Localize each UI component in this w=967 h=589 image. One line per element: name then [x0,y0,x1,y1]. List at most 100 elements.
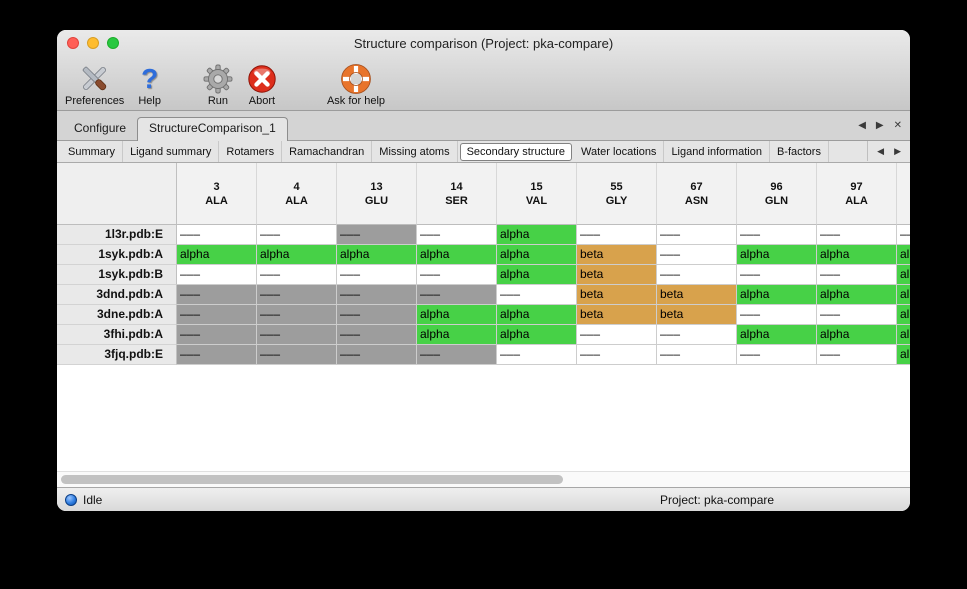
table-cell-beta[interactable]: beta [577,305,657,325]
table-cell-none[interactable]: ––– [577,225,657,245]
table-cell-none[interactable]: ––– [817,345,897,365]
table-cell-gap[interactable]: ––– [337,285,417,305]
table-cell-none[interactable]: ––– [897,225,910,245]
table-cell-alpha[interactable]: alpha [737,245,817,265]
table-cell-none[interactable]: ––– [257,225,337,245]
tab-structurecomparison-1[interactable]: StructureComparison_1 [137,117,288,141]
table-cell-none[interactable]: ––– [817,305,897,325]
table-cell-alpha[interactable]: alpha [737,325,817,345]
table-cell-none[interactable]: ––– [737,225,817,245]
toolbar-button-ask-for-help[interactable]: Ask for help [327,62,385,107]
subtab-scroll-right-icon[interactable]: ▶ [894,145,901,156]
subtab-ramachandran[interactable]: Ramachandran [282,141,373,162]
table-cell-gap[interactable]: ––– [257,345,337,365]
table-cell-gap[interactable]: ––– [337,345,417,365]
table-cell-none[interactable]: ––– [417,265,497,285]
tab-configure[interactable]: Configure [74,121,127,135]
toolbar-button-help[interactable]: ? Help [138,62,161,107]
table-cell-none[interactable]: ––– [657,245,737,265]
table-cell-none[interactable]: ––– [817,265,897,285]
table-cell-none[interactable]: ––– [337,265,417,285]
horizontal-scrollbar-handle[interactable] [61,475,563,484]
table-cell-alpha[interactable]: alpha [417,305,497,325]
table-cell-alpha[interactable]: alpha [177,245,257,265]
table-cell-alpha[interactable]: alpha [897,305,910,325]
title-bar[interactable]: Structure comparison (Project: pka-compa… [57,30,910,56]
table-cell-alpha[interactable]: alpha [337,245,417,265]
table-cell-gap[interactable]: ––– [337,325,417,345]
table-cell-alpha[interactable]: alpha [497,265,577,285]
table-cell-alpha[interactable]: alpha [417,325,497,345]
subtab-water-locations[interactable]: Water locations [574,141,665,162]
subtab-ligand-summary[interactable]: Ligand summary [123,141,220,162]
table-cell-none[interactable]: ––– [657,265,737,285]
toolbar-button-run[interactable]: Run [203,62,233,107]
table-cell-beta[interactable]: beta [657,285,737,305]
subtab-ligand-information[interactable]: Ligand information [664,141,770,162]
subtab-secondary-structure[interactable]: Secondary structure [459,142,573,161]
table-cell-alpha[interactable]: alpha [497,305,577,325]
tab-scroll-right-icon[interactable]: ▶ [875,120,884,131]
table-cell-gap[interactable]: ––– [337,225,417,245]
table-cell-alpha[interactable]: alpha [497,225,577,245]
tab-close-icon[interactable]: ✕ [893,120,902,131]
table-cell-alpha[interactable]: alpha [737,285,817,305]
table-cell-beta[interactable]: beta [577,265,657,285]
table-cell-gap[interactable]: ––– [257,285,337,305]
table-cell-beta[interactable]: beta [577,285,657,305]
table-cell-alpha[interactable]: alpha [897,245,910,265]
toolbar-button-preferences[interactable]: Preferences [65,62,124,107]
table-cell-none[interactable]: ––– [657,225,737,245]
subtab-rotamers[interactable]: Rotamers [219,141,283,162]
table-cell-alpha[interactable]: alpha [897,265,910,285]
table-cell-alpha[interactable]: alpha [497,325,577,345]
table-cell-gap[interactable]: ––– [417,345,497,365]
table-cell-none[interactable]: ––– [577,325,657,345]
table-cell-none[interactable]: ––– [497,345,577,365]
column-header: 4 ALA [257,163,337,225]
toolbar-button-abort[interactable]: Abort [247,62,277,107]
table-row: 1syk.pdb:A alpha alpha alpha alpha alpha beta –… [57,245,910,265]
table-cell-none[interactable]: ––– [737,265,817,285]
table-cell-alpha[interactable]: alpha [257,245,337,265]
table-cell-alpha[interactable]: alpha [817,325,897,345]
subtab-scroll-left-icon[interactable]: ◀ [877,145,885,156]
table-cell-gap[interactable]: ––– [337,305,417,325]
table-cell-none[interactable]: ––– [737,345,817,365]
table-cell-gap[interactable]: ––– [177,345,257,365]
subtab-summary[interactable]: Summary [61,141,124,162]
zoom-window-button[interactable] [107,37,119,49]
table-cell-gap[interactable]: ––– [177,325,257,345]
table-cell-beta[interactable]: beta [657,305,737,325]
status-text: Idle [83,492,103,507]
table-cell-none[interactable]: ––– [497,285,577,305]
subtab-b-factors[interactable]: B-factors [770,141,829,162]
subtab-missing-atoms[interactable]: Missing atoms [372,141,458,162]
table-cell-alpha[interactable]: alpha [897,345,910,365]
table-cell-alpha[interactable]: alpha [817,285,897,305]
table-cell-none[interactable]: ––– [577,345,657,365]
table-cell-none[interactable]: ––– [257,265,337,285]
table-cell-none[interactable]: ––– [417,225,497,245]
minimize-window-button[interactable] [87,37,99,49]
table-cell-gap[interactable]: ––– [257,305,337,325]
table-cell-gap[interactable]: ––– [417,285,497,305]
table-cell-gap[interactable]: ––– [257,325,337,345]
table-cell-none[interactable]: ––– [657,345,737,365]
close-window-button[interactable] [67,37,79,49]
table-cell-alpha[interactable]: alpha [897,285,910,305]
table-cell-gap[interactable]: ––– [177,305,257,325]
table-cell-gap[interactable]: ––– [177,285,257,305]
table-cell-none[interactable]: ––– [657,325,737,345]
table-cell-beta[interactable]: beta [577,245,657,265]
table-cell-none[interactable]: ––– [737,305,817,325]
table-cell-none[interactable]: ––– [177,225,257,245]
table-cell-none[interactable]: ––– [817,225,897,245]
table-cell-alpha[interactable]: alpha [897,325,910,345]
tab-scroll-left-icon[interactable]: ◀ [858,120,866,131]
table-cell-none[interactable]: ––– [177,265,257,285]
horizontal-scrollbar[interactable] [57,471,910,487]
table-cell-alpha[interactable]: alpha [497,245,577,265]
table-cell-alpha[interactable]: alpha [817,245,897,265]
table-cell-alpha[interactable]: alpha [417,245,497,265]
